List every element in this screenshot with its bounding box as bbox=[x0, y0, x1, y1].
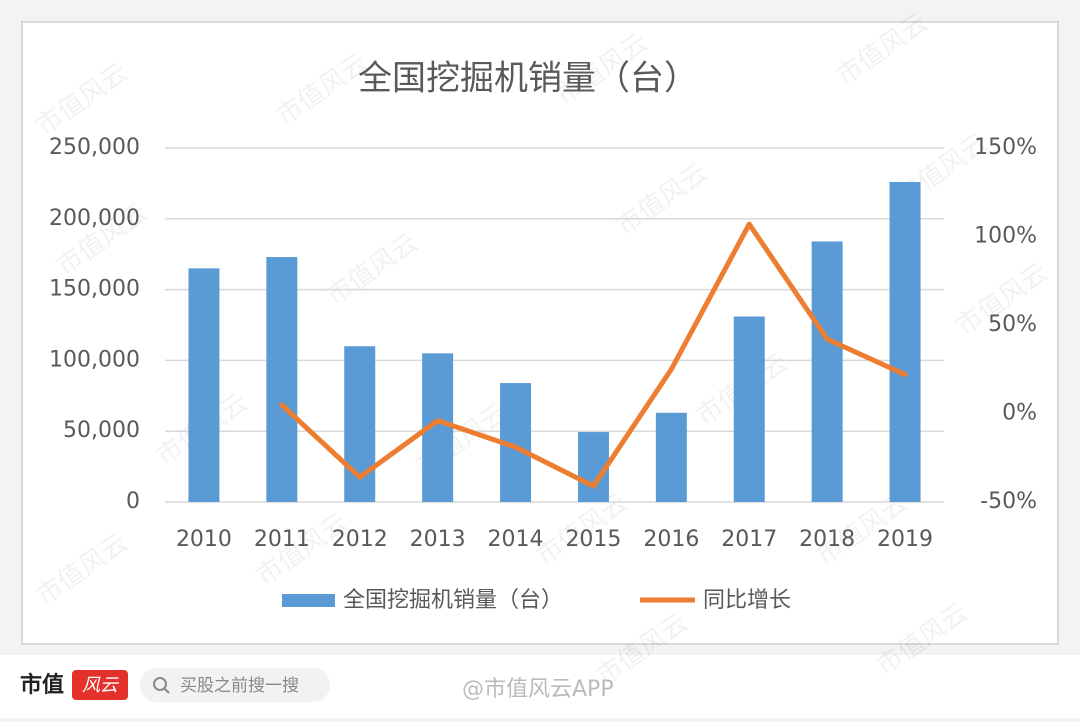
x-tick-label: 2015 bbox=[565, 527, 621, 552]
y-tick-label: 0 bbox=[126, 489, 140, 514]
x-tick-label: 2010 bbox=[176, 527, 232, 552]
brand: 市值 bbox=[20, 672, 64, 698]
legend-label: 同比增长 bbox=[703, 588, 791, 613]
logo-box bbox=[72, 670, 128, 700]
search-box[interactable] bbox=[140, 668, 330, 702]
x-tick-label: 2014 bbox=[488, 527, 544, 552]
bar bbox=[811, 241, 843, 502]
plot: 0 50,000 100,000 150,000 200,000 250,000 -50% 0… bbox=[49, 135, 1037, 552]
chart-title: 全国挖掘机销量（台） bbox=[358, 59, 698, 99]
bar bbox=[655, 412, 687, 502]
y-tick-label: 200,000 bbox=[49, 206, 140, 231]
legend-label: 全国挖掘机销量（台） bbox=[343, 588, 563, 613]
y2-tick-label: 150% bbox=[974, 135, 1037, 160]
x-tick-label: 2011 bbox=[254, 527, 310, 552]
line bbox=[279, 221, 908, 489]
x-tick-label: 2016 bbox=[643, 527, 699, 552]
bar bbox=[733, 316, 765, 502]
x-tick-label: 2018 bbox=[799, 527, 855, 552]
y-tick-label: 100,000 bbox=[49, 347, 140, 372]
y-tick-label: 50,000 bbox=[63, 418, 140, 443]
logo: 风云 bbox=[82, 675, 120, 696]
legend-swatch bbox=[282, 594, 335, 607]
bar bbox=[889, 181, 921, 502]
x-tick-label: 2017 bbox=[721, 527, 777, 552]
y2-tick-label: 100% bbox=[974, 224, 1037, 249]
y-tick-label: 150,000 bbox=[49, 277, 140, 302]
y2-tick-label: 0% bbox=[1002, 401, 1037, 426]
x-tick-label: 2013 bbox=[410, 527, 466, 552]
credit: @市值风云APP bbox=[462, 677, 614, 702]
x-tick-label: 2012 bbox=[332, 527, 388, 552]
y2-tick-label: 50% bbox=[988, 312, 1037, 337]
x-tick-label: 2019 bbox=[877, 527, 933, 552]
y2-tick-label: -50% bbox=[980, 489, 1037, 514]
search-placeholder: 买股之前搜一搜 bbox=[180, 676, 299, 696]
bar bbox=[188, 268, 220, 502]
search-icon bbox=[163, 687, 170, 694]
bar bbox=[266, 257, 298, 502]
search-icon bbox=[153, 677, 167, 691]
y-tick-label: 250,000 bbox=[49, 135, 140, 160]
